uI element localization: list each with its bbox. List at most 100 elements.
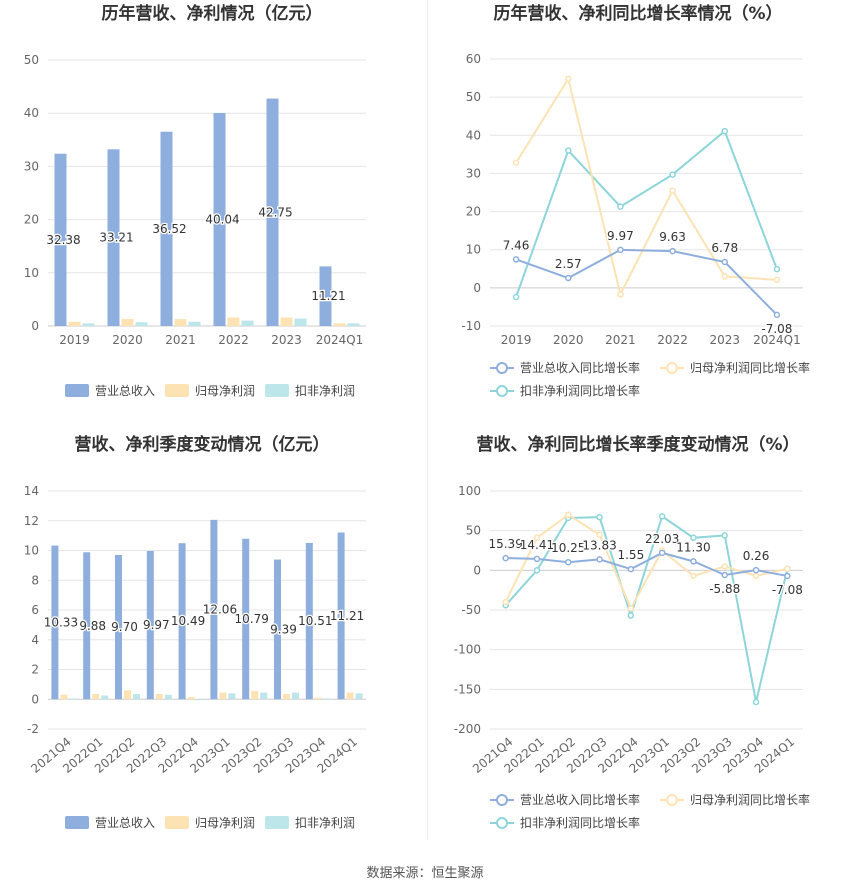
x-tick-label: 2019	[501, 333, 532, 347]
data-label: 32.38	[46, 233, 80, 247]
y-tick-label: 6	[31, 603, 39, 617]
data-label: -7.08	[761, 322, 792, 336]
data-point	[627, 565, 635, 573]
legend-label: 营业总收入	[95, 384, 155, 398]
x-tick-label: 2023	[271, 333, 302, 347]
data-point	[721, 127, 728, 135]
data-label: 15.39	[488, 537, 522, 551]
data-point	[502, 554, 509, 562]
legend-label: 营业总收入	[95, 816, 155, 830]
series-line-deducted-profit-growth	[504, 514, 789, 703]
chart-title: 营收、净利同比增长率季度变动情况（%）	[476, 434, 799, 455]
data-source: 数据来源：恒生聚源	[366, 866, 484, 881]
data-point	[721, 563, 728, 570]
x-tick-label: 2020	[112, 333, 143, 347]
bar-deducted-profit	[228, 693, 236, 700]
y-tick-label: 14	[24, 484, 39, 498]
y-tick-label: -100	[454, 643, 481, 657]
series-line-net-profit-growth	[504, 513, 788, 611]
chart-title: 历年营收、净利同比增长率情况（%）	[493, 3, 782, 24]
y-tick-label: -10	[461, 319, 481, 333]
bar-deducted-profit	[82, 323, 95, 326]
legend-swatch	[165, 816, 189, 829]
data-label: -7.08	[772, 583, 803, 597]
bar-deducted-profit	[69, 698, 77, 700]
bar-deducted-profit	[260, 692, 268, 700]
bar-net-profit	[187, 697, 195, 700]
data-label: 9.70	[111, 620, 138, 634]
data-point	[721, 571, 728, 579]
y-tick-label: 20	[24, 213, 39, 227]
y-tick-label: -150	[454, 682, 481, 696]
y-tick-label: 12	[24, 514, 39, 528]
data-point	[512, 256, 520, 263]
data-label: 0.26	[743, 549, 770, 563]
data-label: 9.63	[659, 230, 686, 244]
x-tick-label: 2024Q1	[753, 333, 801, 347]
bar-revenue	[266, 98, 279, 326]
data-point	[690, 572, 697, 580]
bar-net-profit	[124, 690, 131, 700]
legend-swatch	[265, 384, 289, 397]
data-point	[773, 265, 781, 273]
bar-revenue	[51, 545, 59, 700]
y-tick-label: 0	[31, 319, 39, 333]
data-label: 10.33	[44, 615, 78, 629]
legend-label: 扣非净利润同比增长率	[520, 383, 640, 398]
legend-label: 扣非净利润	[295, 816, 355, 830]
data-point	[627, 605, 635, 612]
data-point	[658, 549, 666, 557]
data-point	[512, 159, 520, 166]
bar-net-profit	[219, 692, 227, 700]
data-label: 22.03	[645, 532, 679, 546]
data-point	[565, 75, 572, 83]
y-tick-label: 4	[31, 633, 39, 647]
data-point	[721, 258, 728, 266]
series-line-revenue-growth	[515, 248, 778, 316]
y-tick-label: 50	[24, 53, 39, 67]
bar-revenue	[115, 554, 122, 700]
bar-deducted-profit	[133, 694, 140, 700]
bar-net-profit	[314, 697, 322, 700]
legend-swatch	[65, 384, 89, 397]
y-tick-label: 60	[466, 52, 481, 66]
data-point	[596, 556, 603, 563]
legend-swatch	[165, 384, 189, 397]
y-tick-label: 30	[466, 166, 481, 180]
bar-net-profit	[280, 317, 293, 326]
data-point	[617, 203, 624, 210]
data-point	[752, 572, 760, 580]
y-tick-label: 40	[466, 128, 481, 142]
data-label: 9.97	[607, 229, 634, 243]
bar-deducted-profit	[241, 320, 254, 326]
data-point	[565, 558, 572, 566]
data-point	[627, 612, 635, 619]
bar-net-profit	[68, 321, 81, 326]
bar-deducted-profit	[355, 693, 363, 700]
legend-label: 归母净利润	[195, 816, 255, 830]
x-tick-label: 2023	[709, 333, 740, 347]
data-point	[658, 513, 666, 520]
chart-title: 营收、净利季度变动情况（亿元）	[75, 434, 330, 455]
legend-marker	[666, 362, 678, 374]
x-tick-label: 2019	[59, 333, 90, 347]
data-label: 42.75	[258, 205, 292, 219]
data-label: 9.97	[143, 618, 170, 632]
bar-deducted-profit	[196, 699, 204, 701]
legend-label: 归母净利润同比增长率	[690, 360, 810, 375]
data-point	[752, 698, 760, 706]
data-point	[512, 293, 520, 301]
bar-revenue	[305, 542, 313, 700]
bar-net-profit	[121, 319, 134, 326]
bar-net-profit	[333, 323, 346, 326]
bar-net-profit	[60, 694, 68, 700]
legend-label: 归母净利润同比增长率	[690, 792, 810, 807]
y-tick-label: 2	[31, 663, 39, 677]
data-label: 1.55	[617, 548, 644, 562]
data-point	[721, 532, 728, 539]
data-point	[773, 276, 781, 284]
y-tick-label: 30	[24, 159, 39, 173]
y-tick-label: 10	[466, 243, 481, 257]
data-label: 2.57	[555, 257, 582, 271]
data-point	[669, 171, 676, 178]
